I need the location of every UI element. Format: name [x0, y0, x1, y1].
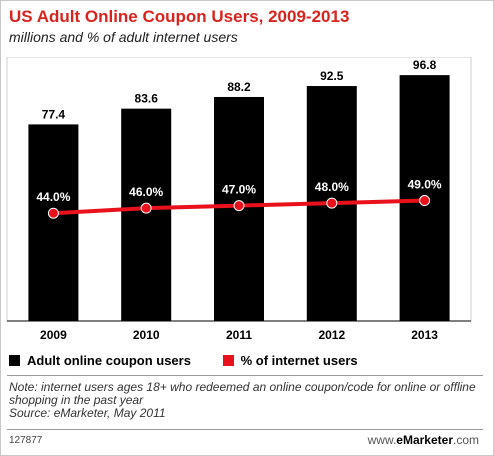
legend-item-line: % of internet users: [222, 353, 358, 368]
bar-value-label-2011: 88.2: [227, 80, 251, 94]
line-point-2012: [326, 197, 338, 209]
legend-swatch-bars: [9, 355, 20, 366]
line-point-2010: [140, 202, 152, 214]
line-value-label-2010: 46.0%: [129, 185, 163, 199]
line-value-label-2013: 49.0%: [408, 178, 442, 192]
note-text: Note: internet users ages 18+ who redeem…: [9, 380, 476, 407]
note-source: Source: eMarketer, May 2011: [9, 406, 166, 420]
bar-value-label-2009: 77.4: [42, 107, 66, 121]
chart-note: Note: internet users ages 18+ who redeem…: [9, 381, 479, 420]
x-tick-label-2009: 2009: [40, 328, 67, 342]
legend-label-line: % of internet users: [240, 353, 358, 368]
emarketer-logo: www.eMarketer.com: [367, 433, 479, 447]
line-point-2009: [47, 207, 59, 219]
x-tick-label-2012: 2012: [318, 328, 345, 342]
chart-subtitle: millions and % of adult internet users: [9, 29, 238, 45]
legend-label-bars: Adult online coupon users: [27, 353, 191, 368]
line-value-label-2012: 48.0%: [315, 180, 349, 194]
bar-value-label-2010: 83.6: [135, 92, 159, 106]
x-tick-label-2010: 2010: [133, 328, 160, 342]
bar-value-label-2012: 92.5: [320, 69, 344, 83]
chart-legend: Adult online coupon users % of internet …: [9, 353, 386, 369]
x-tick-label-2011: 2011: [226, 328, 252, 342]
bar-value-label-2013: 96.8: [413, 58, 437, 72]
chart-id: 127877: [9, 435, 43, 446]
chart-title: US Adult Online Coupon Users, 2009-2013: [9, 7, 350, 26]
footer-divider: [7, 429, 483, 430]
note-divider: [7, 375, 483, 376]
legend-item-bars: Adult online coupon users: [9, 353, 191, 368]
bar-2009: [28, 124, 79, 322]
legend-swatch-line: [222, 355, 234, 366]
line-point-2011: [233, 200, 245, 212]
bar-2010: [121, 108, 172, 321]
x-tick-label-2013: 2013: [411, 328, 438, 342]
line-value-label-2011: 47.0%: [222, 183, 256, 197]
line-point-2013: [419, 195, 431, 207]
line-value-label-2009: 44.0%: [36, 190, 70, 204]
chart-plot: 77.4 2009 83.6 2010 88.2 2011 92.5 2012 96.8 2013…: [6, 57, 472, 342]
